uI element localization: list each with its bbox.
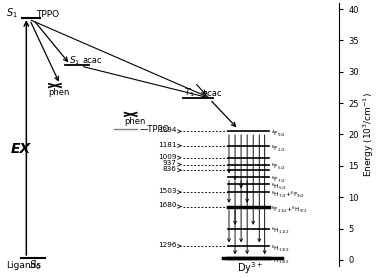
Text: $^{6}$H$_{11/2}$: $^{6}$H$_{11/2}$ [271,226,289,235]
Text: 937: 937 [163,160,177,167]
Text: $T_1$: $T_1$ [184,87,195,100]
Text: $^{6}$F$_{7/2}$: $^{6}$F$_{7/2}$ [271,175,285,184]
Text: $^{6}$F$_{5/2}$: $^{6}$F$_{5/2}$ [271,162,285,172]
Text: 1181: 1181 [158,142,177,148]
Text: phen: phen [124,117,145,126]
Text: acac: acac [202,89,222,98]
Text: $S_0$: $S_0$ [29,258,41,272]
Text: $^{6}$H$_{13/2}$: $^{6}$H$_{13/2}$ [271,244,289,253]
Text: TPPO: TPPO [36,9,59,19]
Text: $S_1$: $S_1$ [6,7,18,20]
Text: phen: phen [48,88,70,97]
Text: 1394: 1394 [158,127,177,133]
Text: $^{6}$F$_{1/2}$: $^{6}$F$_{1/2}$ [271,143,285,153]
Text: EX: EX [11,142,31,156]
Text: 836: 836 [163,166,177,172]
Text: $^{6}$F$_{11/2}$+$^{6}$H$_{9/2}$: $^{6}$F$_{11/2}$+$^{6}$H$_{9/2}$ [271,204,307,214]
Text: $S_1$: $S_1$ [69,54,81,67]
Text: $^{4}$F$_{9/2}$: $^{4}$F$_{9/2}$ [271,129,285,138]
Text: 1009: 1009 [158,153,177,160]
Text: $^{6}$H$_{5/2}$: $^{6}$H$_{5/2}$ [271,182,287,191]
Text: 1296: 1296 [158,242,177,248]
Text: Ligands: Ligands [6,261,41,270]
Text: 1680: 1680 [158,202,177,208]
Y-axis label: Energy (10$^3$/cm$^{-1}$): Energy (10$^3$/cm$^{-1}$) [362,92,376,177]
Text: Dy$^{3+}$: Dy$^{3+}$ [237,260,263,276]
Text: acac: acac [83,56,102,65]
Text: $^{6}$H$_{15/2}$: $^{6}$H$_{15/2}$ [271,255,289,265]
Text: 1503: 1503 [158,188,177,194]
Text: $^{6}$H$_{7/2}$+$^{6}$F$_{9/2}$: $^{6}$H$_{7/2}$+$^{6}$F$_{9/2}$ [271,190,305,199]
Text: —TPPO: —TPPO [139,125,169,134]
